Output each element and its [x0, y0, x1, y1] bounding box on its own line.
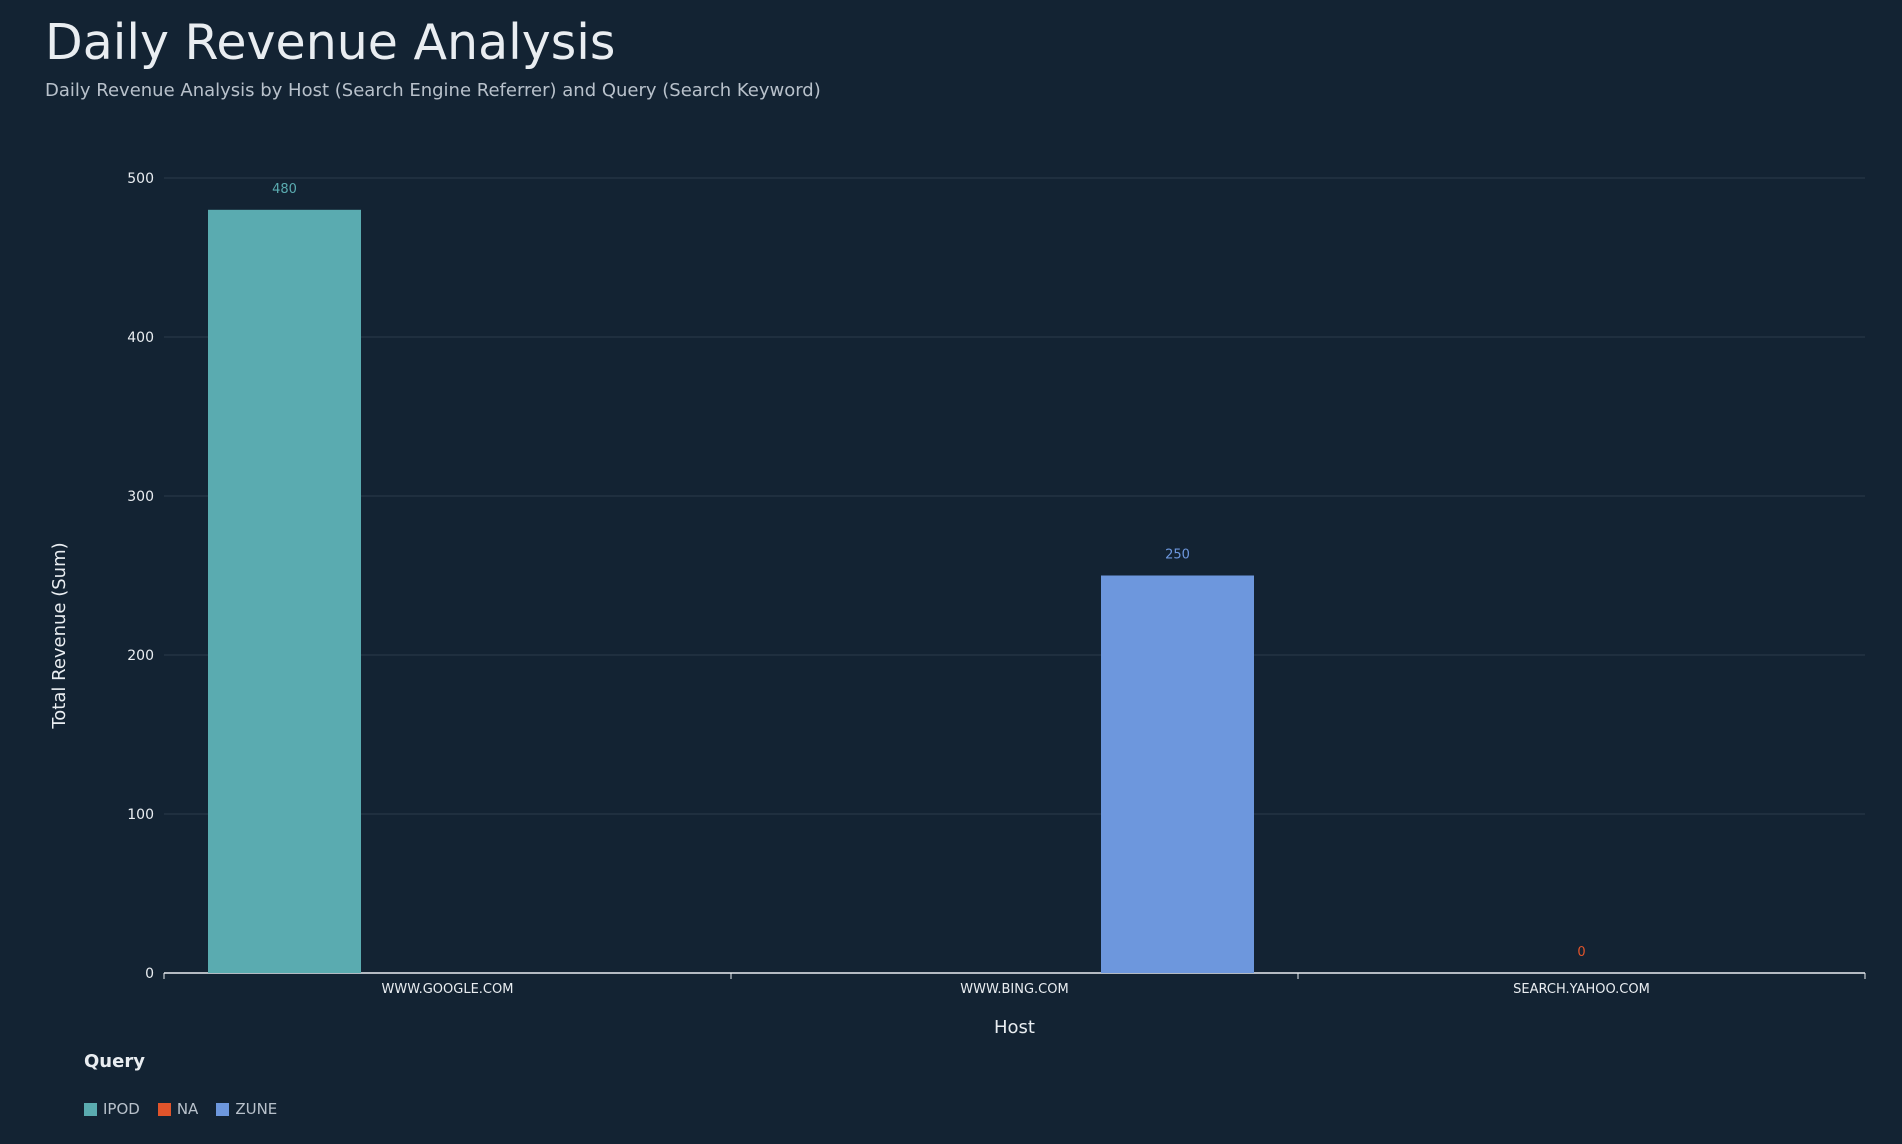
y-tick-label: 500 — [127, 171, 154, 187]
legend-swatch — [157, 1102, 171, 1116]
y-tick-label: 100 — [127, 807, 154, 823]
chart-title: Daily Revenue Analysis — [45, 14, 616, 71]
data-label: 0 — [1577, 945, 1585, 960]
legend-item[interactable]: ZUNE — [216, 1100, 277, 1118]
bar — [1101, 575, 1254, 973]
x-axis-label: Host — [994, 1017, 1035, 1038]
legend-item[interactable]: NA — [157, 1100, 199, 1118]
y-tick-label: 300 — [127, 489, 154, 505]
legend-label: ZUNE — [235, 1100, 278, 1118]
x-tick-label: WWW.GOOGLE.COM — [382, 982, 514, 997]
legend-item[interactable]: IPOD — [84, 1100, 140, 1118]
y-tick-label: 400 — [127, 330, 154, 346]
legend-label: IPOD — [103, 1100, 140, 1118]
x-tick-label: SEARCH.YAHOO.COM — [1513, 982, 1650, 997]
bar-chart: 0 100 200 300 400 500 WWW.GOOGLE.COM WWW.BING.C… — [49, 171, 1866, 1038]
y-tick-label: 0 — [145, 966, 154, 982]
legend-swatch — [84, 1102, 97, 1116]
y-axis-label: Total Revenue (Sum) — [49, 542, 70, 729]
legend-label: NA — [176, 1100, 199, 1118]
legend: IPOD NA ZUNE — [84, 1100, 277, 1118]
x-tick-label: WWW.BING.COM — [960, 982, 1068, 997]
data-label: 250 — [1165, 548, 1190, 563]
legend-swatch — [216, 1102, 230, 1116]
y-tick-label: 200 — [127, 648, 154, 664]
bar — [208, 209, 361, 974]
legend-title: Query — [84, 1051, 145, 1072]
chart-subtitle: Daily Revenue Analysis by Host (Search E… — [45, 80, 821, 101]
data-label: 480 — [272, 182, 297, 197]
